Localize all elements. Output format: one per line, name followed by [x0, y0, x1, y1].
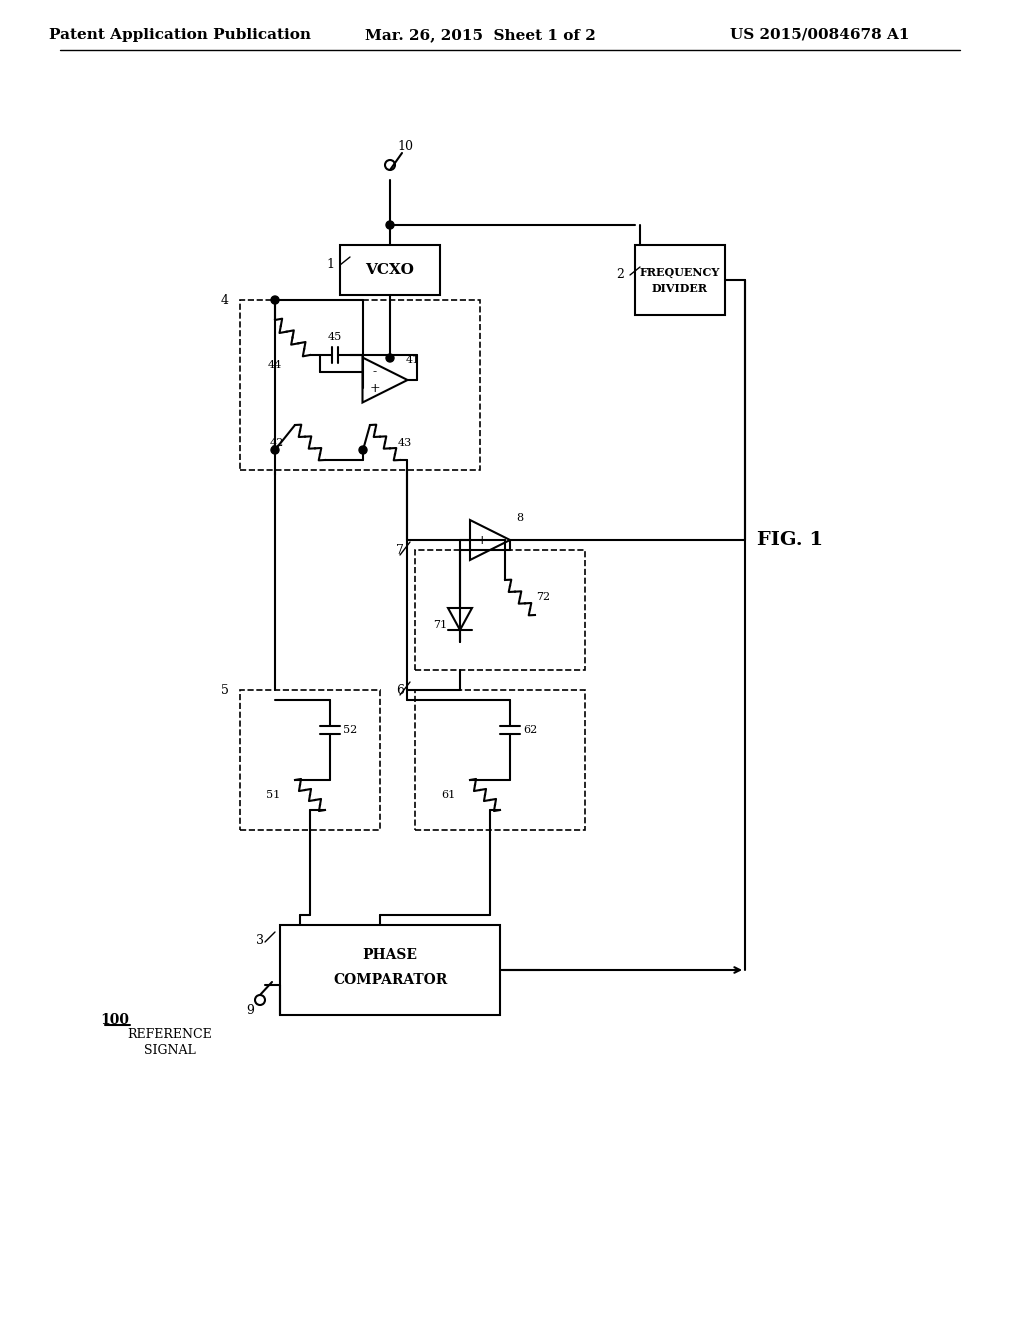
Circle shape [271, 446, 279, 454]
Text: -: - [373, 366, 377, 379]
Circle shape [385, 160, 395, 170]
Text: 42: 42 [270, 437, 284, 447]
Text: Mar. 26, 2015  Sheet 1 of 2: Mar. 26, 2015 Sheet 1 of 2 [365, 28, 595, 42]
Circle shape [359, 446, 367, 454]
Text: 71: 71 [433, 620, 447, 630]
Bar [240, 690, 380, 830]
Text: US 2015/0084678 A1: US 2015/0084678 A1 [730, 28, 909, 42]
Text: 61: 61 [441, 789, 455, 800]
Text: 9: 9 [246, 1003, 254, 1016]
Text: FREQUENCY: FREQUENCY [640, 267, 720, 277]
Bar [280, 925, 500, 1015]
Text: 6: 6 [396, 684, 404, 697]
Text: 10: 10 [397, 140, 413, 153]
Circle shape [386, 354, 394, 362]
Text: PHASE: PHASE [362, 948, 418, 962]
Circle shape [271, 296, 279, 304]
Text: 7: 7 [396, 544, 403, 557]
Text: 51: 51 [266, 789, 281, 800]
Text: 72: 72 [536, 593, 550, 602]
Polygon shape [470, 520, 510, 560]
Bar [240, 300, 480, 470]
Text: SIGNAL: SIGNAL [144, 1044, 196, 1056]
Text: DIVIDER: DIVIDER [652, 282, 708, 293]
Text: FIG. 1: FIG. 1 [757, 531, 823, 549]
Text: 62: 62 [523, 725, 538, 735]
Polygon shape [449, 609, 472, 630]
Circle shape [386, 220, 394, 228]
Bar [340, 246, 440, 294]
Text: 43: 43 [398, 437, 412, 447]
Text: Patent Application Publication: Patent Application Publication [49, 28, 311, 42]
Text: +: + [477, 533, 487, 546]
Polygon shape [362, 358, 408, 403]
Text: 41: 41 [406, 355, 420, 366]
Text: 100: 100 [100, 1012, 129, 1027]
Text: 44: 44 [268, 360, 283, 370]
Text: COMPARATOR: COMPARATOR [333, 973, 447, 987]
Text: 4: 4 [221, 293, 229, 306]
Text: 2: 2 [616, 268, 624, 281]
Circle shape [255, 995, 265, 1005]
Text: 8: 8 [516, 513, 523, 523]
Text: 5: 5 [221, 684, 229, 697]
Bar [635, 246, 725, 315]
Bar [415, 550, 585, 671]
Text: 52: 52 [343, 725, 357, 735]
Bar [415, 690, 585, 830]
Text: +: + [370, 381, 380, 395]
Text: 45: 45 [328, 333, 342, 342]
Text: REFERENCE: REFERENCE [128, 1028, 212, 1041]
Text: 1: 1 [326, 259, 334, 272]
Text: VCXO: VCXO [366, 263, 415, 277]
Text: 3: 3 [256, 933, 264, 946]
